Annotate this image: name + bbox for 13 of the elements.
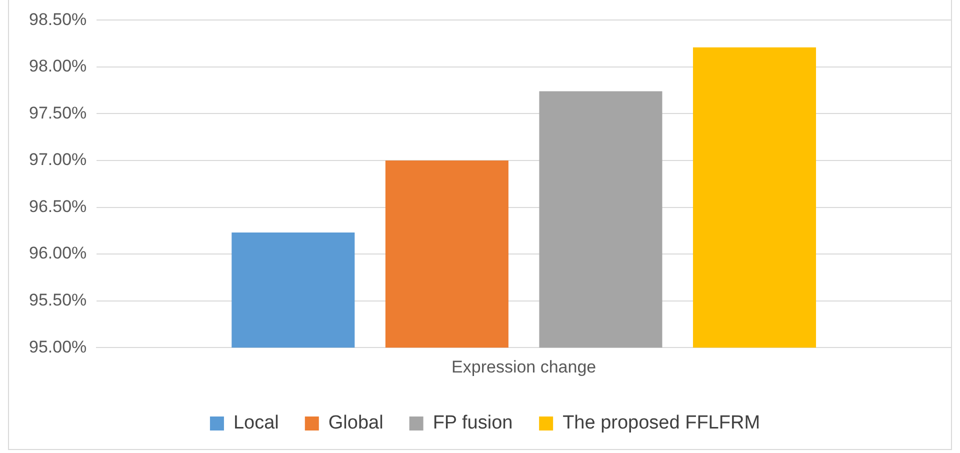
y-tick-label: 96.00% [28, 244, 87, 263]
legend-label: The proposed FFLFRM [562, 412, 760, 434]
y-tick-label: 95.00% [28, 337, 87, 356]
legend-label: FP fusion [432, 412, 513, 434]
legend-label: Local [233, 412, 279, 434]
y-tick-label: 97.00% [28, 150, 87, 170]
x-tick-label: Expression change [452, 357, 596, 376]
y-tick-label: 98.50% [28, 10, 87, 29]
legend-label: Global [328, 412, 384, 434]
y-tick-label: 96.50% [28, 196, 87, 216]
y-tick-label: 98.00% [28, 56, 87, 76]
y-tick-label: 97.50% [28, 103, 87, 122]
y-tick-label: 95.50% [28, 290, 87, 310]
